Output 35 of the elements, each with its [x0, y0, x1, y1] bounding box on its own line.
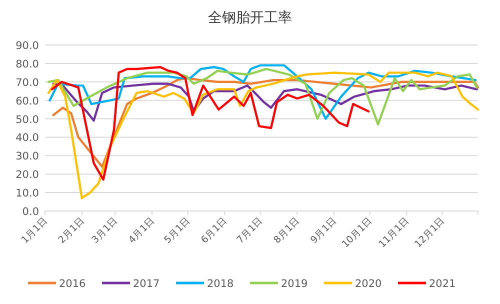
x-tick-label: 12月1日 [412, 215, 448, 250]
x-tick-label: 9月1日 [308, 215, 340, 246]
y-tick-label: 0.0 [22, 206, 39, 218]
legend-label: 2019 [281, 278, 308, 290]
x-tick-label: 3月1日 [90, 215, 120, 246]
y-tick-label: 20.0 [16, 169, 39, 182]
legend-label: 2016 [59, 278, 86, 290]
x-tick-label: 4月1日 [126, 215, 158, 246]
y-tick-label: 30.0 [16, 150, 39, 163]
legend-label: 2017 [133, 278, 160, 290]
y-tick-label: 90.0 [16, 40, 39, 52]
y-tick-label: 70.0 [16, 76, 39, 89]
y-tick-label: 80.0 [16, 58, 39, 70]
line-series [48, 64, 477, 120]
x-tick-label: 5月1日 [162, 215, 193, 246]
x-tick-label: 11月1日 [377, 215, 412, 250]
y-tick-label: 40.0 [16, 132, 39, 144]
line-series [47, 68, 478, 126]
line-series [51, 66, 370, 181]
legend-label: 2021 [429, 278, 456, 290]
line-series [52, 82, 478, 122]
y-tick-label: 50.0 [16, 114, 39, 126]
y-tick-label: 10.0 [16, 188, 39, 200]
line-series [47, 72, 480, 200]
chart-title: 全钢胎开工率 [208, 10, 292, 26]
legend-label: 2018 [207, 278, 234, 290]
legend-label: 2020 [355, 278, 382, 290]
x-tick-label: 6月1日 [199, 215, 230, 246]
x-tick-label: 2月1日 [56, 215, 87, 246]
x-tick-label: 7月1日 [234, 215, 266, 246]
x-tick-label: 10月1日 [340, 215, 375, 250]
y-tick-label: 60.0 [16, 95, 39, 108]
x-tick-label: 1月1日 [20, 215, 50, 246]
line-series [52, 77, 480, 168]
x-tick-label: 8月1日 [272, 215, 302, 246]
